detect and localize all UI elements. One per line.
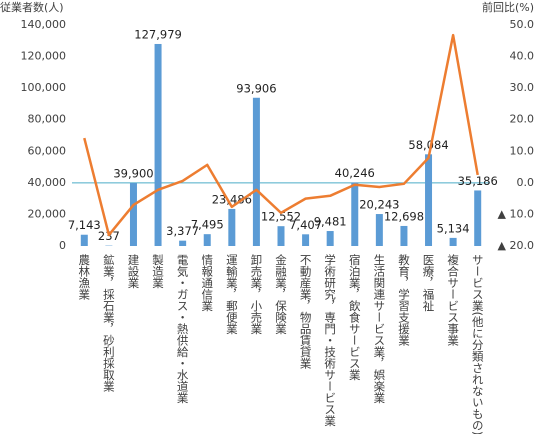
data-label: 39,900 [113, 167, 153, 181]
data-label: 3,377 [166, 224, 199, 238]
y2-tick-label: 10.0 [510, 144, 535, 157]
y-tick-label: 40,000 [28, 176, 67, 189]
bar [326, 231, 334, 246]
data-label: 7,407 [289, 218, 322, 232]
bar [277, 226, 285, 246]
y-tick-label: 120,000 [21, 50, 67, 63]
bar [228, 208, 236, 246]
y-tick-label: 140,000 [21, 18, 67, 31]
x-tick-label: 製造業 [151, 253, 165, 288]
x-tick-label: 卸売業，小売業 [249, 253, 263, 334]
y-tick-label: 20,000 [28, 207, 67, 220]
y2-tick-label: 20.0 [510, 113, 535, 126]
y2-tick-label: 0.0 [517, 176, 535, 189]
data-label: 23,486 [212, 192, 252, 206]
y2-tick-label: 40.0 [510, 50, 535, 63]
bar [474, 190, 482, 246]
y-tick-label: 0 [59, 239, 66, 252]
y2-tick-label: 30.0 [510, 81, 535, 94]
x-tick-label: サービス業(他に分類されないもの) [471, 254, 485, 434]
y-tick-label: 100,000 [21, 81, 67, 94]
x-tick-label: 運輸業，郵便業 [225, 254, 239, 335]
x-tick-label: 宿泊業，飲食サービス業 [348, 253, 362, 380]
data-label: 7,495 [191, 218, 224, 232]
y2-tick-label: 50.0 [510, 18, 535, 31]
bar [154, 43, 162, 246]
bar [400, 225, 408, 246]
data-label: 127,979 [134, 27, 182, 41]
bar [203, 234, 211, 246]
x-tick-label: 不動産業，物品賃貸業 [299, 254, 313, 369]
bar [351, 182, 359, 246]
x-tick-label: 学術研究，専門・技術サービス業 [323, 253, 337, 426]
bar [179, 240, 187, 246]
y-axis-title: 従業者数(人) [0, 1, 64, 14]
bar [375, 214, 383, 246]
y-tick-label: 60,000 [28, 144, 67, 157]
y-tick-label: 80,000 [28, 113, 67, 126]
line [83, 33, 479, 237]
x-tick-label: 金融業，保険業 [274, 253, 288, 334]
bar [252, 97, 260, 247]
data-label: 9,481 [314, 215, 347, 229]
x-tick-label: 教育，学習支援業 [397, 253, 411, 346]
x-tick-label: 医療，福祉 [422, 254, 436, 312]
bar [449, 237, 457, 246]
x-tick-label: 複合サービス事業 [446, 253, 460, 346]
y2-axis-title: 前回比(%) [482, 0, 534, 14]
data-label: 20,243 [359, 198, 399, 212]
x-tick-label: 鉱業，採石業，砂利採取業 [102, 253, 116, 392]
x-tick-label: 建設業 [126, 253, 140, 288]
bar [302, 234, 310, 246]
bar [80, 234, 88, 246]
x-tick-label: 電気・ガス・熱供給・水道業 [176, 254, 190, 404]
data-label: 93,906 [236, 81, 276, 95]
data-label: 35,186 [458, 174, 498, 188]
data-label: 58,084 [408, 138, 448, 152]
data-label: 12,552 [261, 210, 301, 224]
x-tick-label: 農林漁業 [77, 253, 91, 300]
bar [425, 154, 433, 246]
y2-tick-label: ▲ 20.0 [498, 239, 534, 252]
data-label: 12,698 [384, 209, 424, 223]
x-tick-label: 情報通信業 [200, 254, 214, 312]
y2-tick-label: ▲ 10.0 [498, 207, 534, 220]
bar [129, 183, 137, 246]
data-label: 5,134 [437, 221, 470, 235]
data-label: 7,143 [68, 218, 101, 232]
data-label: 40,246 [335, 166, 375, 180]
x-tick-label: 生活関連サービス業，娯楽業 [372, 253, 386, 403]
